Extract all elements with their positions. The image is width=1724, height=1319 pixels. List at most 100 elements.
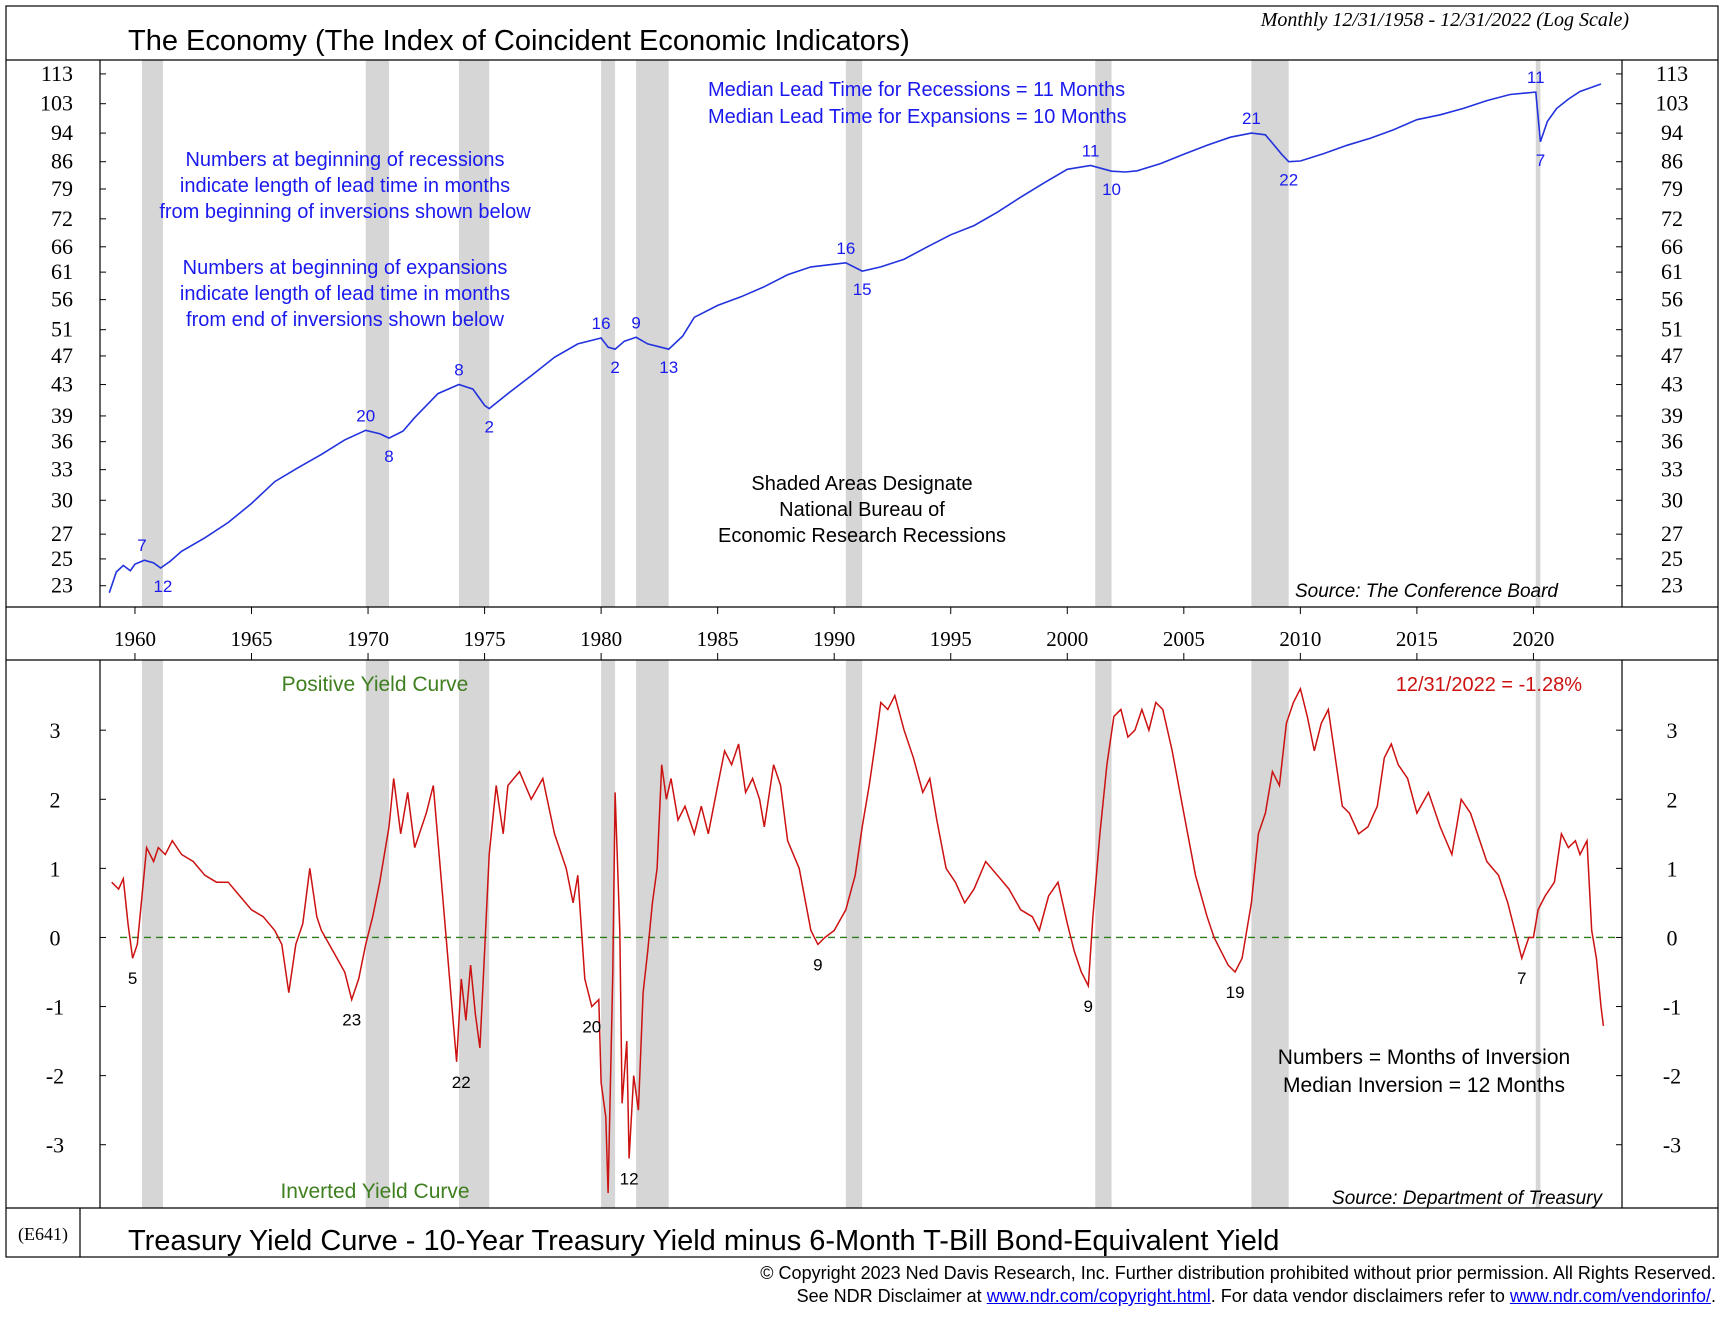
y-tick-label-right: 61 [1661, 259, 1683, 284]
chart-text: The Economy (The Index of Coincident Eco… [18, 9, 1629, 1257]
x-tick-label: 1970 [347, 627, 389, 651]
chart-subtitle: Monthly 12/31/1958 - 12/31/2022 (Log Sca… [1260, 9, 1630, 31]
lead-time-label: 2 [485, 418, 494, 437]
yield-curve-panel: 3 32 21 10 0-1 -1-2 -2-3 -352322201299197Positi… [46, 673, 1681, 1209]
y-tick-label-left: 36 [51, 429, 73, 454]
recession-bar-bottom [1095, 660, 1112, 1208]
recession-bar-top [458, 60, 490, 607]
lead-time-label: 2 [610, 358, 619, 377]
positive-curve-label: Positive Yield Curve [282, 673, 469, 696]
lead-time-label: 7 [1536, 151, 1545, 170]
y-tick-label-left: 61 [51, 259, 73, 284]
y-tick-label-left: 33 [51, 457, 73, 482]
copyright-text: © Copyright 2023 Ned Davis Research, Inc… [760, 1263, 1716, 1283]
y-tick-label-left: 72 [51, 206, 73, 231]
y-tick-label-right: -1 [1663, 995, 1681, 1020]
x-tick-label: 2020 [1512, 627, 1554, 651]
copyright-link[interactable]: www.ndr.com/copyright.html [986, 1286, 1211, 1306]
expansion-lead-note: Numbers at beginning of expansions [183, 257, 508, 279]
y-tick-label-right: 66 [1661, 234, 1683, 259]
economy-index-line [108, 83, 1602, 594]
expansion-lead-note: from end of inversions shown below [186, 309, 504, 331]
x-tick-label: 1965 [231, 627, 273, 651]
y-tick-label-right: 94 [1661, 120, 1683, 145]
outer-border [5, 5, 1719, 1258]
x-tick-label: 1985 [697, 627, 739, 651]
y-tick-label-left: 66 [51, 234, 73, 259]
lead-time-label: 21 [1242, 109, 1261, 128]
y-tick-label-left: 43 [51, 372, 73, 397]
disclaimer-suffix: . [1710, 1286, 1716, 1306]
y-tick-label-right: 72 [1661, 206, 1683, 231]
inverted-curve-label: Inverted Yield Curve [280, 1180, 469, 1203]
inversion-months-label: 7 [1517, 969, 1526, 988]
y-tick-label-left: 86 [51, 149, 73, 174]
recession-bar-top [141, 60, 163, 607]
inversion-months-label: 9 [813, 955, 822, 974]
inversion-months-label: 19 [1226, 983, 1245, 1002]
copyright-notice: © Copyright 2023 Ned Davis Research, Inc… [760, 1263, 1716, 1284]
x-tick-label: 1980 [580, 627, 622, 651]
y-tick-label-left: 79 [51, 176, 73, 201]
y-tick-label-left: 39 [51, 403, 73, 428]
y-tick-label-right: 103 [1656, 91, 1689, 116]
shaded-areas-note: National Bureau of [779, 499, 945, 521]
disclaimer-notice: See NDR Disclaimer at www.ndr.com/copyri… [797, 1286, 1716, 1307]
y-tick-label-left: 1 [50, 856, 61, 881]
shaded-areas-note: Economic Research Recessions [718, 525, 1006, 547]
disclaimer-prefix: See NDR Disclaimer at [796, 1286, 987, 1306]
lead-time-label: 22 [1279, 171, 1298, 190]
y-tick-label-left: 23 [51, 573, 73, 598]
y-tick-label-left: -2 [46, 1064, 64, 1089]
y-tick-label-left: -1 [46, 995, 64, 1020]
recession-bar-bottom [1251, 660, 1289, 1208]
recession-bar-top [1251, 60, 1289, 607]
recession-lead-note: indicate length of lead time in months [180, 175, 510, 197]
median-recession-note: Median Lead Time for Recessions = 11 Mon… [708, 79, 1125, 101]
x-tick-label: 2005 [1163, 627, 1205, 651]
y-tick-label-left: 25 [51, 546, 73, 571]
y-tick-label-right: 3 [1667, 718, 1678, 743]
y-tick-label-left: 0 [50, 925, 61, 950]
y-tick-label-right: 36 [1661, 429, 1683, 454]
y-tick-label-right: 27 [1661, 521, 1683, 546]
recession-bar-top [1095, 60, 1112, 607]
chart-title: The Economy (The Index of Coincident Eco… [128, 25, 910, 57]
y-tick-label-right: 43 [1661, 372, 1683, 397]
recession-bar-top [365, 60, 390, 607]
recession-bar-bottom [845, 660, 863, 1208]
vendor-info-link[interactable]: www.ndr.com/vendorinfo/ [1509, 1286, 1711, 1306]
median-expansion-note: Median Lead Time for Expansions = 10 Mon… [708, 106, 1127, 128]
y-tick-label-left: 3 [50, 718, 61, 743]
x-tick-label: 1990 [813, 627, 855, 651]
x-tick-label: 2000 [1046, 627, 1088, 651]
shaded-areas-note: Shaded Areas Designate [751, 473, 972, 495]
yield-curve-line [111, 686, 1605, 1194]
disclaimer-middle: . For data vendor disclaimers refer to [1210, 1286, 1510, 1306]
recession-bar-bottom [1535, 660, 1541, 1208]
y-tick-label-right: 51 [1661, 317, 1683, 342]
lead-time-label: 15 [853, 280, 872, 299]
latest-value-label: 12/31/2022 = -1.28% [1396, 674, 1582, 696]
y-tick-label-left: 2 [50, 787, 61, 812]
y-tick-label-right: 1 [1667, 856, 1678, 881]
recession-bar-bottom [365, 660, 390, 1208]
lead-time-label: 11 [1082, 141, 1100, 160]
y-tick-label-left: 56 [51, 287, 73, 312]
recession-bar-bottom [141, 660, 163, 1208]
y-tick-label-left: 47 [51, 343, 73, 368]
bottom-title: Treasury Yield Curve - 10-Year Treasury … [128, 1225, 1279, 1257]
recession-bar-top [601, 60, 616, 607]
y-tick-label-right: 47 [1661, 343, 1683, 368]
lead-time-label: 16 [836, 239, 855, 258]
y-tick-label-right: 113 [1656, 61, 1688, 86]
lead-time-label: 13 [659, 358, 678, 377]
inversion-months-label: 20 [582, 1018, 601, 1037]
y-tick-label-left: 113 [41, 61, 73, 86]
y-tick-label-right: 86 [1661, 149, 1683, 174]
recession-bar-top [1535, 60, 1541, 607]
lead-time-label: 8 [384, 447, 393, 466]
y-tick-label-right: 79 [1661, 176, 1683, 201]
